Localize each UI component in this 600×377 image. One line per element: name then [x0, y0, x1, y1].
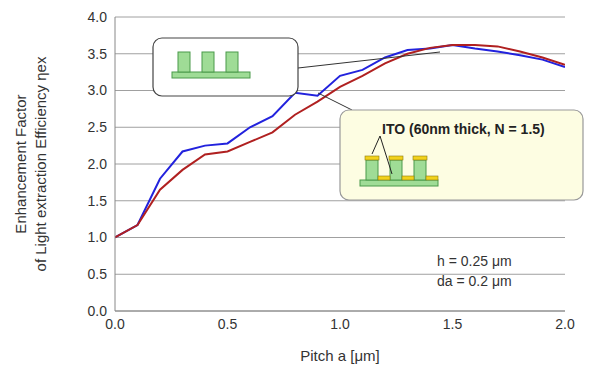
- svg-text:Pitch a [μm]: Pitch a [μm]: [300, 347, 380, 364]
- svg-text:1.5: 1.5: [443, 316, 463, 332]
- svg-text:da = 0.2 μm: da = 0.2 μm: [437, 273, 512, 289]
- svg-text:ITO (60nm thick, N = 1.5): ITO (60nm thick, N = 1.5): [382, 121, 545, 137]
- svg-text:1.0: 1.0: [330, 316, 350, 332]
- svg-text:4.0: 4.0: [88, 9, 108, 25]
- svg-text:1.5: 1.5: [88, 193, 108, 209]
- svg-text:1.0: 1.0: [88, 229, 108, 245]
- svg-text:0.5: 0.5: [218, 316, 238, 332]
- svg-text:2.0: 2.0: [88, 156, 108, 172]
- svg-text:of Light extraction Efficiency: of Light extraction Efficiency ηex: [32, 56, 49, 271]
- svg-text:0.0: 0.0: [88, 303, 108, 319]
- svg-text:2.5: 2.5: [88, 119, 108, 135]
- svg-text:h = 0.25 μm: h = 0.25 μm: [437, 253, 512, 269]
- svg-text:0.5: 0.5: [88, 266, 108, 282]
- svg-text:2.0: 2.0: [555, 316, 575, 332]
- svg-text:3.0: 3.0: [88, 82, 108, 98]
- svg-text:Enhancement Factor: Enhancement Factor: [12, 94, 29, 233]
- svg-text:3.5: 3.5: [88, 46, 108, 62]
- svg-text:0.0: 0.0: [105, 316, 125, 332]
